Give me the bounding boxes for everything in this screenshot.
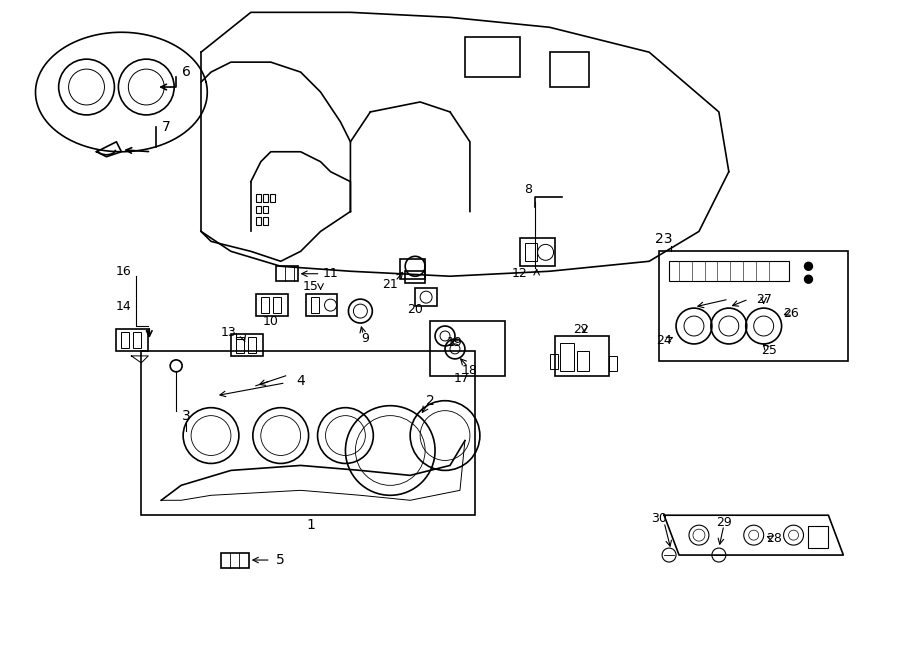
Bar [270, 194, 275, 202]
Text: 6: 6 [182, 65, 191, 79]
Text: 25: 25 [760, 344, 777, 358]
Bar [609, 356, 617, 371]
Text: 26: 26 [783, 307, 798, 319]
Text: 13: 13 [221, 327, 237, 340]
Text: 30: 30 [652, 512, 667, 525]
Text: 29: 29 [716, 516, 732, 529]
Bar [141, 351, 475, 515]
Text: 1: 1 [306, 518, 315, 532]
Bar [256, 217, 261, 225]
Text: 18: 18 [462, 364, 478, 377]
Bar [554, 336, 609, 376]
Text: 8: 8 [524, 183, 532, 196]
Text: 23: 23 [655, 233, 673, 247]
Bar [560, 343, 574, 371]
Text: 17: 17 [454, 372, 470, 385]
Bar [261, 297, 269, 313]
Bar [400, 259, 425, 279]
Text: 12: 12 [512, 267, 527, 280]
Text: 4: 4 [296, 373, 305, 388]
Text: 21: 21 [382, 278, 398, 291]
Bar [256, 206, 261, 214]
Bar [415, 288, 437, 306]
Bar [669, 261, 788, 281]
Bar [273, 297, 281, 313]
Text: 15: 15 [302, 280, 319, 293]
Bar [221, 553, 248, 568]
Bar [256, 294, 288, 316]
Bar [263, 194, 268, 202]
Bar [231, 334, 263, 356]
Bar [256, 194, 261, 202]
Bar [236, 337, 244, 353]
Bar [306, 294, 338, 316]
Text: 14: 14 [115, 299, 131, 313]
Text: 22: 22 [573, 323, 590, 336]
Text: 16: 16 [115, 265, 131, 278]
Text: 11: 11 [322, 267, 338, 280]
Text: 3: 3 [182, 408, 191, 422]
Bar [248, 337, 256, 353]
Text: 2: 2 [426, 394, 435, 408]
Text: 28: 28 [766, 531, 781, 545]
Bar [519, 239, 554, 266]
Bar [310, 297, 319, 313]
Bar [578, 351, 590, 371]
Text: 10: 10 [263, 315, 279, 328]
Text: 9: 9 [362, 332, 369, 346]
Text: 7: 7 [162, 120, 171, 134]
Circle shape [805, 275, 813, 283]
Bar [525, 243, 536, 261]
Text: 24: 24 [656, 334, 672, 348]
Bar [550, 52, 590, 87]
Bar [430, 321, 505, 376]
Text: 19: 19 [447, 336, 463, 350]
Text: 5: 5 [276, 553, 285, 567]
Bar [808, 526, 828, 548]
Circle shape [805, 262, 813, 270]
Bar [133, 332, 141, 348]
Bar [116, 329, 148, 351]
Text: 27: 27 [756, 293, 771, 305]
Bar [122, 332, 130, 348]
Bar [275, 266, 298, 281]
Text: 20: 20 [407, 303, 423, 315]
Bar [263, 206, 268, 214]
Bar [465, 37, 519, 77]
Bar [405, 271, 425, 283]
Bar [263, 217, 268, 225]
Bar [659, 251, 849, 361]
Bar [550, 354, 557, 369]
